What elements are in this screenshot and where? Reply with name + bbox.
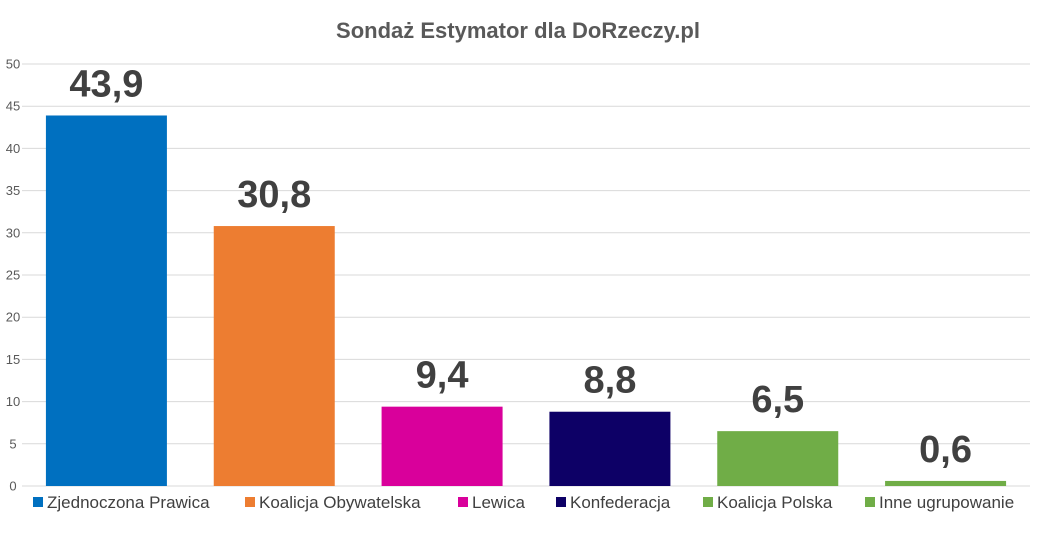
y-tick-label: 45: [6, 99, 20, 114]
legend-swatch: [458, 497, 468, 507]
bars: [45, 115, 1007, 486]
y-tick-label: 10: [6, 394, 20, 409]
bar: [381, 406, 503, 486]
bar: [45, 115, 167, 486]
y-axis-ticks: 0 5 10 15 20 25 30 35 40 45 50: [6, 57, 20, 494]
data-label: 0,6: [919, 429, 972, 471]
y-tick-label: 40: [6, 141, 20, 156]
legend: Zjednoczona Prawica Koalicja Obywatelska L…: [33, 493, 1014, 512]
bar: [213, 226, 335, 486]
bar: [885, 480, 1007, 486]
legend-swatch: [556, 497, 566, 507]
bar: [717, 431, 839, 486]
legend-label: Lewica: [472, 493, 525, 512]
data-label: 30,8: [237, 174, 311, 216]
y-tick-label: 30: [6, 225, 20, 240]
legend-label: Koalicja Polska: [717, 493, 833, 512]
data-label: 43,9: [69, 63, 143, 105]
legend-label: Inne ugrupowanie: [879, 493, 1014, 512]
y-tick-label: 5: [9, 436, 16, 451]
y-tick-label: 35: [6, 183, 20, 198]
data-label: 6,5: [751, 379, 804, 421]
y-tick-label: 25: [6, 268, 20, 283]
chart-title: Sondaż Estymator dla DoRzeczy.pl: [336, 18, 700, 43]
legend-swatch: [33, 497, 43, 507]
legend-swatch: [703, 497, 713, 507]
y-tick-label: 20: [6, 310, 20, 325]
y-tick-label: 50: [6, 57, 20, 72]
data-labels: 43,9 30,8 9,4 8,8 6,5 0,6: [69, 63, 972, 470]
data-label: 8,8: [584, 360, 637, 402]
legend-swatch: [245, 497, 255, 507]
legend-label: Koalicja Obywatelska: [259, 493, 421, 512]
data-label: 9,4: [416, 355, 469, 397]
bar: [549, 411, 671, 486]
legend-swatch: [865, 497, 875, 507]
legend-label: Zjednoczona Prawica: [47, 493, 210, 512]
y-tick-label: 0: [9, 479, 16, 494]
y-tick-label: 15: [6, 352, 20, 367]
legend-label: Konfederacja: [570, 493, 671, 512]
gridlines: [22, 63, 1030, 487]
